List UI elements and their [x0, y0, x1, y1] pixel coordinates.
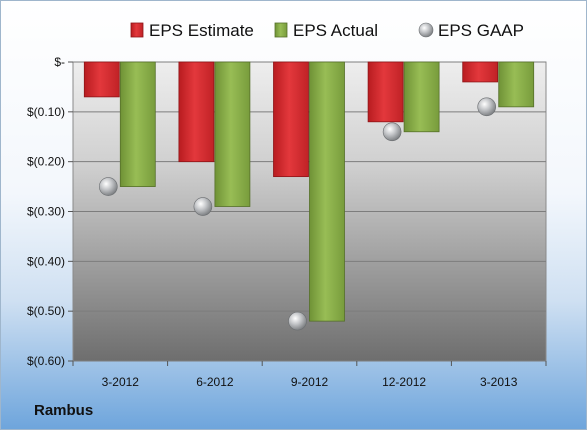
eps-gaap-marker	[99, 177, 118, 196]
bar-eps-estimate	[273, 61, 309, 178]
bar-eps-actual	[119, 61, 156, 187]
x-tick-label: 9-2012	[291, 375, 329, 389]
legend-swatch-actual	[274, 22, 288, 38]
bar-eps-estimate	[462, 61, 499, 83]
bar-eps-estimate	[367, 61, 404, 123]
bar-eps-estimate	[178, 61, 215, 163]
y-tick-label: $(0.40)	[27, 254, 65, 268]
y-tick-label: $(0.30)	[27, 205, 65, 219]
y-tick-label: $(0.60)	[27, 354, 65, 368]
x-tick-label: 6-2012	[196, 375, 234, 389]
legend-swatch-estimate	[130, 22, 144, 38]
company-name: Rambus	[34, 402, 94, 419]
y-tick-label: $(0.10)	[27, 105, 65, 119]
legend-label: EPS Actual	[293, 21, 378, 40]
x-tick-label: 3-2013	[480, 375, 518, 389]
y-tick-label: $(0.50)	[27, 304, 65, 318]
bar-eps-estimate	[83, 61, 120, 98]
eps-gaap-marker	[288, 311, 307, 331]
bar-eps-actual	[214, 61, 251, 207]
x-tick-label: 12-2012	[382, 375, 426, 389]
y-tick-label: $(0.20)	[27, 155, 65, 169]
eps-gaap-marker	[382, 122, 402, 142]
bar-eps-actual	[309, 61, 345, 322]
x-tick-label: 3-2012	[102, 375, 140, 389]
eps-gaap-marker	[477, 97, 497, 117]
legend-swatch-gaap	[418, 22, 434, 38]
legend-label: EPS GAAP	[438, 21, 524, 40]
bar-eps-actual	[403, 61, 440, 133]
y-tick-label: $-	[54, 55, 65, 69]
bar-eps-actual	[498, 61, 535, 108]
legend-label: EPS Estimate	[149, 21, 254, 40]
eps-gaap-marker	[193, 197, 213, 216]
